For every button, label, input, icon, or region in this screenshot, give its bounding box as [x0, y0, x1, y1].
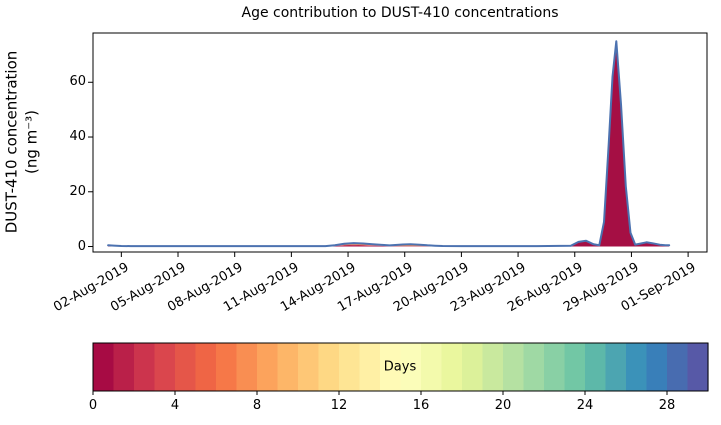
colorbar-tick-label: 16	[412, 398, 430, 413]
colorbar-tick-label: 28	[658, 398, 676, 413]
colorbar-segment	[113, 343, 135, 391]
colorbar-segment	[421, 343, 443, 391]
y-axis-label-line1: DUST-410 concentration	[2, 50, 21, 234]
colorbar-tick-label: 12	[330, 398, 348, 413]
colorbar-label: Days	[383, 359, 417, 375]
colorbar-segment	[503, 343, 525, 391]
colorbar-segment	[667, 343, 689, 391]
y-tick-label: 0	[77, 238, 86, 254]
colorbar-segment	[462, 343, 484, 391]
colorbar-tick-label: 4	[170, 398, 180, 413]
colorbar-segment	[564, 343, 586, 391]
area-age-6-9-days	[108, 41, 670, 247]
colorbar-segment	[605, 343, 627, 391]
chart-title: Age contribution to DUST-410 concentrati…	[241, 5, 559, 21]
colorbar-tick-label: 8	[252, 398, 262, 413]
colorbar-segment	[544, 343, 566, 391]
colorbar-tick-label: 24	[576, 398, 594, 413]
colorbar-tick-label: 0	[88, 398, 98, 413]
y-axis-label-line2: (ng m⁻³)	[22, 109, 40, 175]
area-age-3-6-days	[108, 41, 670, 247]
colorbar-segment	[277, 343, 299, 391]
colorbar-segment	[154, 343, 176, 391]
y-tick-label: 40	[69, 129, 86, 145]
colorbar-segment	[687, 343, 709, 391]
total-concentration-line	[107, 40, 671, 248]
colorbar-segment	[400, 343, 422, 391]
colorbar-segment	[216, 343, 238, 391]
colorbar-segment	[626, 343, 648, 391]
colorbar-segment	[441, 343, 463, 391]
colorbar-frame	[92, 342, 709, 392]
y-axis-label: DUST-410 concentration (ng m⁻³)	[3, 51, 42, 234]
colorbar-segment	[134, 343, 156, 391]
colorbar-segment	[318, 343, 340, 391]
colorbar-segment	[359, 343, 381, 391]
colorbar-segment	[585, 343, 607, 391]
area-age-0-3-days	[108, 41, 670, 247]
colorbar-segment	[380, 343, 402, 391]
axes-frame	[92, 32, 708, 253]
colorbar-segment	[195, 343, 217, 391]
colorbar-segment	[93, 343, 115, 391]
colorbar-segment	[257, 343, 279, 391]
colorbar-segment	[175, 343, 197, 391]
colorbar-segment	[236, 343, 258, 391]
colorbar-segment	[339, 343, 361, 391]
colorbar-tick-label: 20	[494, 398, 512, 413]
colorbar-segment	[646, 343, 668, 391]
colorbar-segment	[298, 343, 320, 391]
colorbar-segment	[482, 343, 504, 391]
y-tick-label: 20	[69, 183, 86, 199]
colorbar-segment	[523, 343, 545, 391]
y-tick-label: 60	[69, 74, 86, 90]
